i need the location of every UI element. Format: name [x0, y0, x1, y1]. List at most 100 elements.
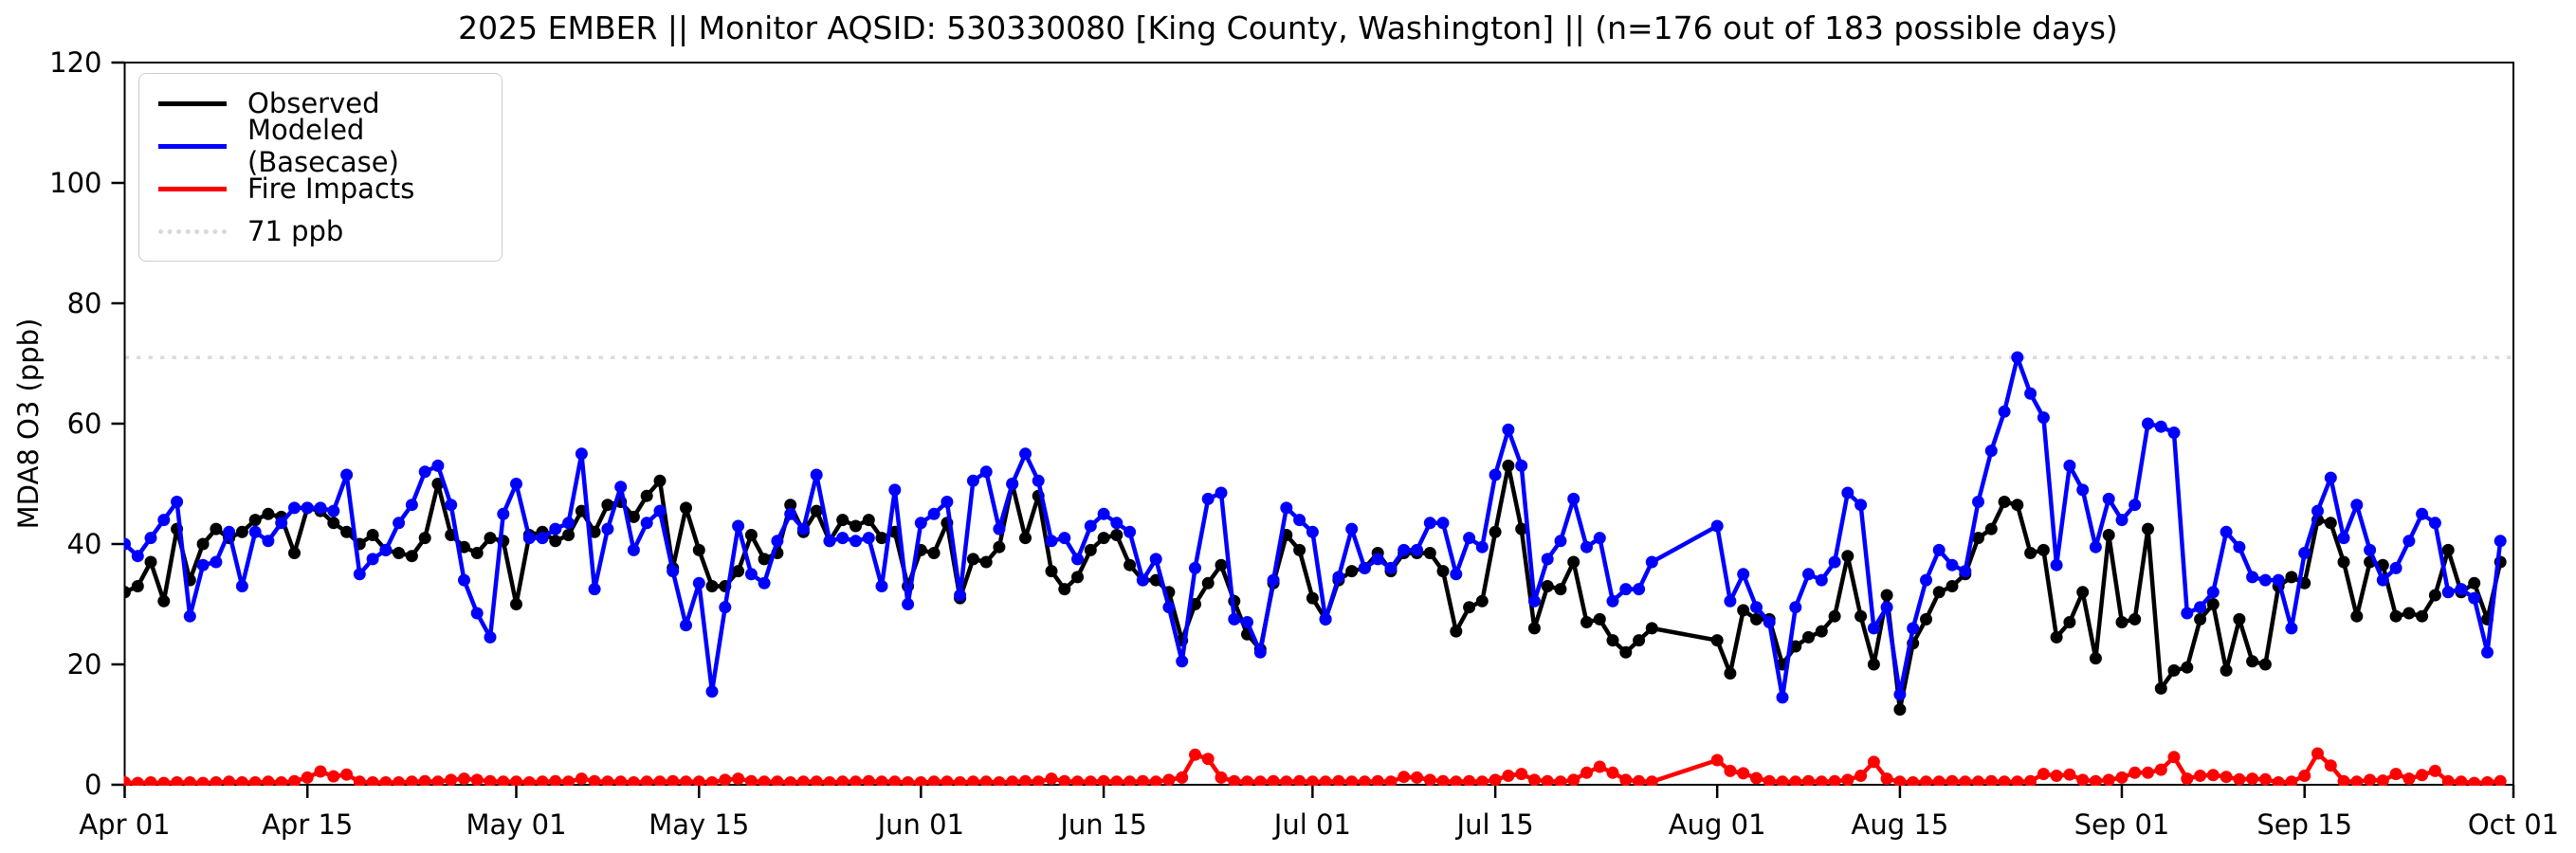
data-point [536, 775, 549, 786]
data-point [1019, 774, 1032, 786]
data-point [954, 589, 967, 602]
fire-line-icon [158, 186, 227, 191]
data-point [1737, 767, 1750, 780]
data-point [484, 532, 497, 545]
data-point [875, 580, 888, 592]
data-point [1358, 561, 1371, 574]
data-point [1110, 517, 1124, 530]
data-point [2220, 771, 2233, 784]
data-point [470, 607, 484, 620]
data-point [248, 514, 262, 527]
data-point [1058, 532, 1071, 545]
data-point [1097, 774, 1110, 786]
data-point [732, 565, 745, 578]
data-point [1463, 774, 1476, 786]
data-point [1463, 532, 1476, 545]
data-point [1436, 774, 1450, 786]
data-point [1567, 773, 1580, 786]
data-point [2416, 507, 2429, 520]
data-point [1815, 573, 1828, 587]
data-point [1724, 764, 1737, 777]
data-point [1893, 688, 1907, 701]
data-point [732, 772, 745, 786]
data-point [418, 532, 431, 545]
data-point [1489, 773, 1502, 786]
data-point [1998, 405, 2011, 418]
series-fire-impacts [123, 747, 2507, 786]
data-point [680, 619, 692, 632]
data-point [627, 776, 640, 786]
data-point [732, 519, 745, 533]
data-point [1724, 594, 1737, 608]
data-point [2285, 775, 2298, 786]
data-point [2494, 774, 2507, 786]
data-point [2389, 768, 2402, 781]
data-point [640, 517, 653, 530]
data-point [562, 775, 575, 786]
data-point [2167, 751, 2181, 764]
data-point [196, 537, 210, 551]
data-point [588, 583, 601, 596]
data-point [1423, 547, 1436, 559]
chart-title: 2025 EMBER || Monitor AQSID: 530330080 [… [458, 9, 2118, 46]
x-tick-label: Apr 15 [262, 808, 353, 841]
data-point [1450, 568, 1463, 581]
y-tick-label: 20 [67, 648, 102, 681]
x-tick-label: Sep 01 [2074, 808, 2170, 841]
data-point [1006, 775, 1019, 786]
data-point [1228, 612, 1241, 626]
data-point [2337, 532, 2350, 545]
data-point [2154, 681, 2167, 695]
data-point [575, 447, 588, 461]
legend-item-threshold: 71 ppb [158, 213, 483, 249]
data-point [810, 504, 823, 517]
data-point [1306, 525, 1319, 538]
data-point [836, 514, 850, 527]
data-point [758, 576, 771, 590]
data-point [1398, 771, 1411, 784]
data-point [1567, 555, 1580, 569]
data-point [1241, 775, 1253, 786]
data-point [2402, 607, 2416, 620]
data-point [1633, 774, 1646, 786]
data-point [2142, 766, 2154, 779]
data-point [1502, 770, 1515, 782]
data-point [1984, 445, 1998, 458]
data-point [470, 773, 484, 786]
data-point [902, 776, 915, 786]
data-point [836, 775, 850, 786]
data-point [144, 532, 157, 545]
data-point [2076, 586, 2090, 599]
data-point [601, 522, 614, 535]
data-point [123, 537, 131, 551]
data-point [1527, 622, 1541, 635]
data-point [1162, 773, 1176, 786]
data-point [340, 525, 354, 538]
data-point [2258, 658, 2272, 671]
data-point [1241, 616, 1253, 628]
data-point [2206, 769, 2220, 782]
data-point [979, 775, 993, 786]
data-point [1411, 771, 1423, 784]
data-point [2050, 558, 2063, 572]
data-point [235, 580, 248, 592]
data-point [850, 519, 862, 533]
data-point [2154, 420, 2167, 433]
data-point [1045, 535, 1058, 548]
data-point [1750, 601, 1763, 614]
data-point [1946, 558, 1959, 572]
data-point [1946, 580, 1959, 592]
data-point [1280, 501, 1293, 515]
data-point [418, 465, 431, 479]
data-point [1763, 774, 1776, 786]
data-point [2037, 411, 2050, 425]
data-point [1828, 609, 1841, 623]
x-tick-label: Jul 15 [1455, 808, 1534, 841]
data-point [1162, 601, 1176, 614]
data-point [1436, 517, 1450, 530]
data-point [123, 586, 131, 599]
data-point [2233, 772, 2246, 786]
data-point [1475, 594, 1489, 608]
data-point [1724, 667, 1737, 680]
